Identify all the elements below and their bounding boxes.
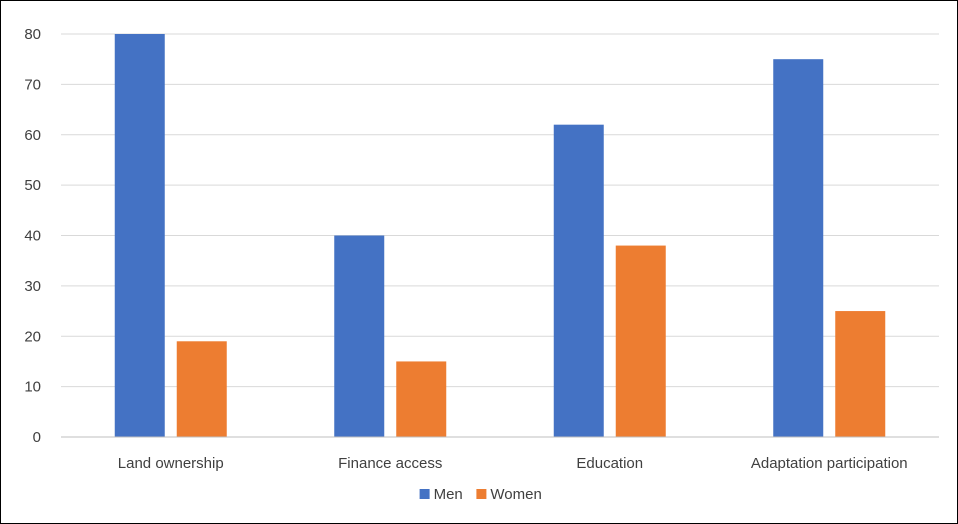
y-axis-tick-labels: 0 10 20 30 40 50 60 70 80 [24,26,41,446]
legend-label: Men [434,486,463,503]
x-tick-label: Adaptation participation [751,455,908,472]
x-tick-label: Education [576,455,643,472]
y-tick-label: 10 [24,379,41,396]
bar-women-land-ownership [176,341,227,437]
legend-item-men: Men [419,486,463,503]
y-tick-label: 70 [24,76,41,93]
bar-women-finance-access [396,361,447,437]
legend-label: Women [490,486,541,503]
x-tick-label: Land ownership [118,455,224,472]
bars [114,34,886,438]
bar-men-finance-access [334,235,385,437]
legend-swatch [476,489,487,499]
x-axis-tick-labels: Land ownership Finance access Education Ada… [118,455,908,472]
bar-men-land-ownership [114,34,165,437]
bar-women-adaptation-participation [835,311,886,437]
legend: Men Women [419,486,542,503]
y-tick-label: 80 [24,26,41,43]
x-tick-label: Finance access [338,455,442,472]
y-tick-label: 30 [24,278,41,295]
bar-men-education [553,124,604,438]
y-tick-label: 50 [24,177,41,194]
bar-women-education [615,245,666,437]
y-tick-label: 20 [24,328,41,345]
y-tick-label: 40 [24,228,41,245]
legend-swatch [419,489,430,499]
bar-men-adaptation-participation [773,59,824,437]
gridlines [61,33,939,388]
legend-item-women: Women [476,486,542,503]
y-tick-label: 60 [24,127,41,144]
y-tick-label: 0 [33,429,41,446]
